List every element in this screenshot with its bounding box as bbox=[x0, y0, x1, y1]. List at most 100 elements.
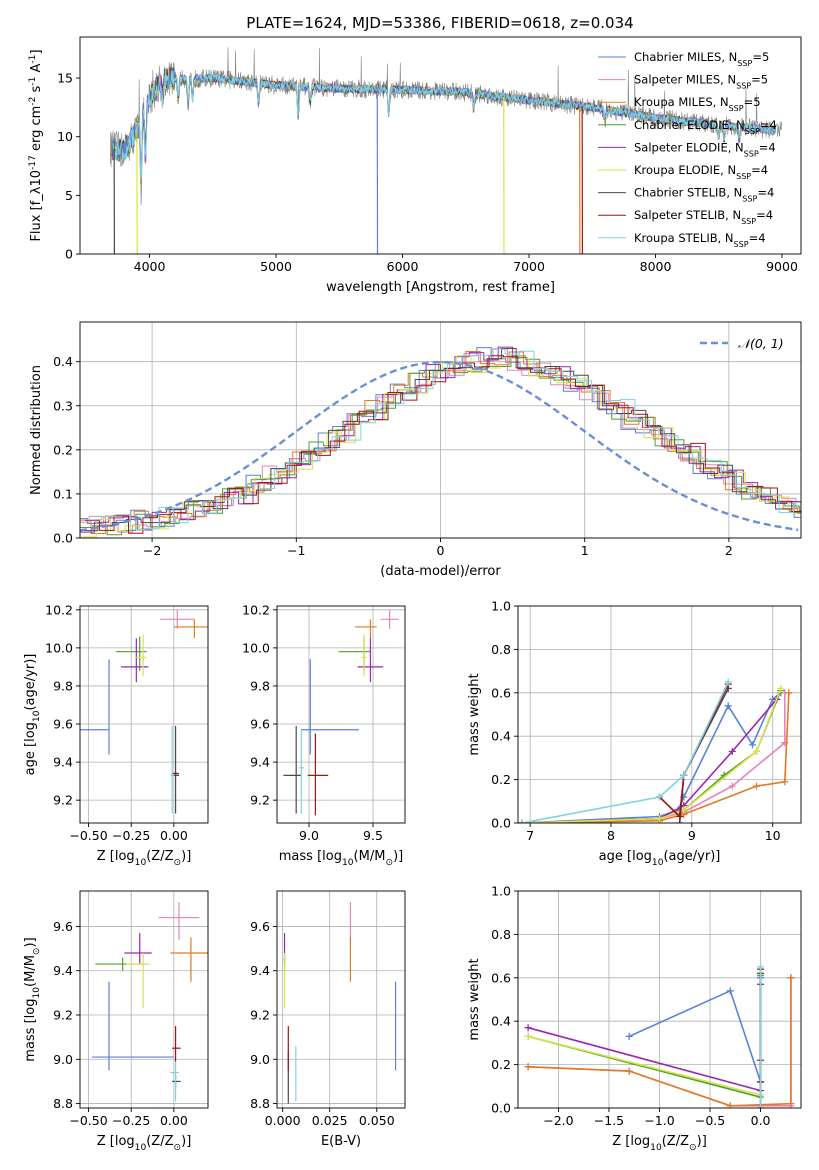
x-axis-label: wavelength [Angstrom, rest frame] bbox=[326, 280, 555, 295]
mass-weight-line bbox=[521, 692, 790, 823]
histogram-series bbox=[86, 348, 801, 531]
x-tick-label: −0.50 bbox=[69, 828, 107, 843]
x-tick-label: −2.0 bbox=[543, 1113, 573, 1128]
x-tick-label: −1.5 bbox=[594, 1113, 624, 1128]
legend-label: Chabrier STELIB, NSSP=4 bbox=[634, 186, 774, 204]
x-tick-label: 2 bbox=[725, 543, 733, 558]
axes-mass_vs_z: −0.50 −0.25 0.00 8.8 9.0 9.2 9.4 9.6 Z [log10(Z/… bbox=[23, 890, 209, 1153]
y-tick-label: 9.2 bbox=[250, 1008, 270, 1023]
y-axis-label: Normed distribution bbox=[29, 365, 44, 495]
x-tick-label: −1 bbox=[287, 543, 305, 558]
y-tick-label: 0.0 bbox=[53, 531, 73, 546]
x-axis-label: mass [log10(M/M⊙)] bbox=[279, 849, 403, 868]
mass-weight-marker bbox=[676, 812, 684, 820]
x-tick-label: 0.0 bbox=[751, 1113, 771, 1128]
plot-area-residuals bbox=[80, 346, 801, 538]
plot-area-mass_weight_vs_age bbox=[518, 678, 793, 823]
x-axis-label: age [log10(age/yr)] bbox=[599, 849, 721, 868]
histogram-series bbox=[83, 348, 801, 532]
axes-age_vs_z: −0.50 −0.25 0.00 9.2 9.4 9.6 9.8 10.0 10.2 Z [log… bbox=[23, 602, 209, 868]
y-tick-label: 9.0 bbox=[53, 1052, 73, 1067]
mass-weight-marker bbox=[518, 819, 526, 823]
y-tick-label: 9.4 bbox=[250, 755, 270, 770]
x-axis-label: (data-model)/error bbox=[380, 564, 501, 579]
mass-weight-marker bbox=[625, 1032, 633, 1040]
x-tick-label: −1.0 bbox=[644, 1113, 674, 1128]
mass-weight-marker bbox=[748, 741, 756, 749]
x-tick-label: 1 bbox=[581, 543, 589, 558]
y-tick-label: 0 bbox=[65, 247, 73, 262]
axes-age_vs_mass: 9.0 9.5 9.2 9.4 9.6 9.8 10.0 10.2 mass [log10(M/… bbox=[242, 602, 406, 868]
legend-label: Kroupa STELIB, NSSP=4 bbox=[634, 231, 766, 249]
axes-frame bbox=[79, 890, 209, 1109]
x-axis-label: E(B-V) bbox=[321, 1134, 361, 1149]
y-tick-label: 9.8 bbox=[250, 678, 270, 693]
axes-frame bbox=[79, 605, 209, 824]
x-tick-label: 9.0 bbox=[299, 828, 319, 843]
axes-residuals: 𝒩(0, 1) −2 −1 0 1 2 0.0 0.1 0.2 0.3 0.4 (data-model… bbox=[29, 321, 802, 579]
y-tick-label: 1.0 bbox=[491, 884, 511, 899]
y-axis-label: mass [log10(M/M⊙)] bbox=[23, 937, 42, 1061]
mass-weight-marker bbox=[777, 684, 785, 692]
axes-mass_weight_vs_z: −2.0 −1.5 −1.0 −0.5 0.0 0.0 0.2 0.4 0.6 0.8 1.0 Z [… bbox=[467, 884, 802, 1153]
mass-weight-marker bbox=[726, 987, 734, 995]
x-tick-label: 9000 bbox=[766, 259, 798, 274]
mass-weight-marker bbox=[656, 793, 663, 801]
x-tick-label: 9.5 bbox=[363, 828, 383, 843]
y-tick-label: 9.4 bbox=[250, 963, 270, 978]
mass-weight-marker bbox=[728, 747, 736, 755]
x-tick-label: 8000 bbox=[640, 259, 672, 274]
y-tick-label: 10.2 bbox=[242, 602, 270, 617]
x-tick-label: −2 bbox=[143, 543, 161, 558]
axes-mass_weight_vs_age: 7 8 9 10 0.0 0.2 0.4 0.6 0.8 1.0 age [log10(age/yr… bbox=[467, 599, 802, 868]
residuals-legend: 𝒩(0, 1) bbox=[700, 336, 784, 351]
y-tick-label: 0.2 bbox=[491, 772, 511, 787]
y-tick-label: 1.0 bbox=[491, 599, 511, 614]
y-tick-label: 9.0 bbox=[250, 1052, 270, 1067]
axes-spectrum: Chabrier MILES, NSSP=5 Salpeter MILES, NS… bbox=[28, 36, 802, 295]
y-tick-label: 9.6 bbox=[53, 717, 73, 732]
y-tick-label: 0.2 bbox=[491, 1057, 511, 1072]
plot-area-age_vs_mass bbox=[283, 609, 399, 816]
x-tick-label: 7000 bbox=[513, 259, 545, 274]
mass-weight-marker bbox=[724, 702, 732, 710]
y-tick-label: 9.4 bbox=[53, 755, 73, 770]
histogram-series bbox=[80, 348, 801, 533]
x-tick-label: 0 bbox=[437, 543, 445, 558]
y-tick-label: 5 bbox=[65, 188, 73, 203]
x-tick-label: 0.00 bbox=[160, 1113, 188, 1128]
y-tick-label: 0.8 bbox=[491, 642, 511, 657]
mass-weight-marker bbox=[757, 1104, 765, 1108]
x-tick-label: 8 bbox=[607, 828, 615, 843]
mass-weight-marker bbox=[524, 1024, 532, 1032]
y-tick-label: 9.6 bbox=[53, 919, 73, 934]
x-tick-label: 7 bbox=[526, 828, 534, 843]
plot-area-mass_vs_ebv bbox=[283, 902, 397, 1104]
x-axis-label: Z [log10(Z/Z⊙)] bbox=[612, 1134, 707, 1153]
y-tick-label: 9.6 bbox=[250, 717, 270, 732]
mass-weight-marker bbox=[656, 815, 663, 823]
mass-weight-marker bbox=[785, 689, 793, 697]
legend-label: Kroupa ELODIE, NSSP=4 bbox=[634, 163, 768, 181]
plot-area-mass_weight_vs_z bbox=[524, 963, 795, 1108]
legend-label: Salpeter STELIB, NSSP=4 bbox=[634, 208, 773, 226]
x-tick-label: 4000 bbox=[134, 259, 166, 274]
y-axis-label: Flux [f_λ10-17 erg cm-2 s-1 A-1] bbox=[28, 49, 44, 241]
y-axis-label: mass weight bbox=[467, 673, 482, 755]
axes-mass_vs_ebv: 0.000 0.025 0.050 8.8 9.0 9.2 9.4 9.6 E(B-V) bbox=[250, 890, 406, 1149]
y-tick-label: 0.4 bbox=[491, 729, 511, 744]
y-tick-label: 0.6 bbox=[491, 685, 511, 700]
y-tick-label: 10.0 bbox=[242, 640, 270, 655]
y-tick-label: 9.2 bbox=[53, 793, 73, 808]
x-axis-label: Z [log10(Z/Z⊙)] bbox=[97, 849, 192, 868]
x-tick-label: 0.050 bbox=[359, 1113, 395, 1128]
y-tick-label: 9.4 bbox=[53, 963, 73, 978]
y-tick-label: 0.0 bbox=[491, 816, 511, 831]
histogram-series bbox=[80, 346, 801, 533]
mass-weight-marker bbox=[787, 974, 795, 982]
x-tick-label: −0.5 bbox=[695, 1113, 725, 1128]
x-tick-label: −0.50 bbox=[69, 1113, 107, 1128]
axes-frame bbox=[79, 36, 802, 255]
x-tick-label: 0.00 bbox=[160, 828, 188, 843]
